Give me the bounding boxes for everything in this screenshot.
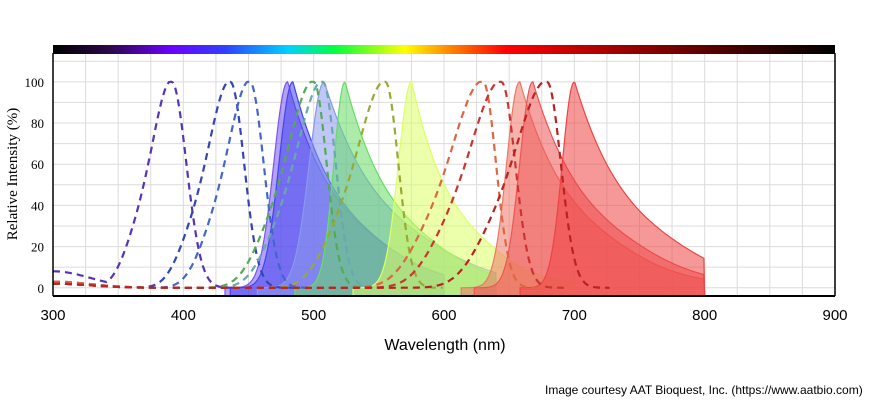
x-tick-label: 900 <box>822 307 847 324</box>
excitation-curve-3 <box>53 80 313 289</box>
image-credit: Image courtesy AAT Bioquest, Inc. (https… <box>545 383 863 397</box>
x-axis-label: Wavelength (nm) <box>384 337 505 354</box>
y-tick-label: 40 <box>31 198 44 213</box>
series-layer <box>53 80 706 296</box>
x-tick-label: 300 <box>40 307 65 324</box>
x-tick-label: 400 <box>171 307 196 324</box>
y-tick-label: 80 <box>31 116 44 131</box>
y-tick-label: 20 <box>31 240 44 255</box>
y-tick-label: 60 <box>31 157 44 172</box>
y-tick-label: 100 <box>25 75 45 90</box>
y-tick-label: 0 <box>38 281 45 296</box>
y-ticks: 0 20 40 60 80 100 <box>25 75 45 296</box>
excitation-curve-1 <box>53 80 239 289</box>
spectrum-bar <box>53 45 835 54</box>
emission-curve-17 <box>519 81 706 296</box>
x-tick-label: 700 <box>562 307 587 324</box>
x-tick-label: 600 <box>431 307 456 324</box>
x-tick-label: 500 <box>301 307 326 324</box>
x-ticks: 300 400 500 600 700 800 900 <box>40 307 847 324</box>
x-tick-label: 800 <box>692 307 717 324</box>
y-axis-label: Relative Intensity (%) <box>5 108 21 240</box>
excitation-curve-9 <box>53 80 610 289</box>
